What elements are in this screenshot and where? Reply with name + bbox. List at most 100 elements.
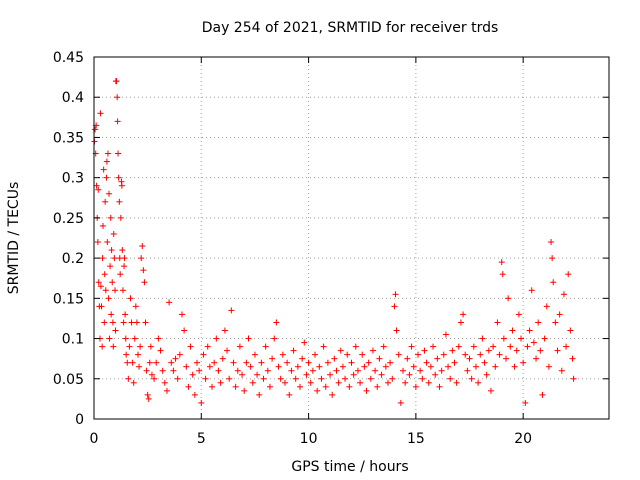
data-point (206, 363, 213, 370)
data-point (570, 375, 577, 382)
data-point (288, 367, 295, 374)
plot-frame (93, 56, 610, 420)
data-point (382, 363, 389, 370)
data-point (314, 387, 321, 394)
data-point (352, 343, 359, 350)
data-point (449, 347, 456, 354)
data-point (556, 311, 563, 318)
data-point (219, 355, 226, 362)
data-point (139, 243, 146, 250)
data-point (117, 214, 124, 221)
data-point (387, 359, 394, 366)
data-point (166, 299, 173, 306)
data-point (143, 367, 150, 374)
axis-ticks: 0 5 10 15 20 0 0.05 0.1 0.15 0.2 0.25 0.3 0.35 0.4 0.4… (53, 50, 609, 447)
data-point (260, 375, 267, 382)
data-point (445, 363, 452, 370)
data-point (109, 279, 116, 286)
data-point (477, 351, 484, 358)
data-point (266, 383, 273, 390)
data-point (503, 355, 509, 362)
data-point (112, 287, 119, 294)
data-point (549, 255, 556, 262)
data-point (185, 383, 192, 390)
data-point (505, 295, 512, 302)
data-point (558, 367, 565, 374)
data-point (339, 363, 346, 370)
y-tick-label: 0.35 (53, 130, 84, 146)
data-point (275, 363, 282, 370)
data-point (457, 319, 464, 326)
data-point (102, 287, 109, 294)
data-point (117, 271, 124, 278)
data-point (479, 335, 486, 342)
data-point (530, 339, 537, 346)
data-point (490, 343, 497, 350)
data-point (316, 363, 323, 370)
data-point (243, 359, 250, 366)
data-point (442, 331, 449, 338)
data-point (228, 307, 235, 314)
data-point (430, 343, 437, 350)
data-point (247, 363, 254, 370)
x-tick-label: 10 (300, 431, 318, 447)
data-point (389, 375, 396, 382)
data-point (541, 335, 548, 342)
data-point (470, 343, 477, 350)
data-point (128, 319, 135, 326)
data-point (103, 158, 110, 165)
data-point (99, 343, 106, 350)
data-point (466, 355, 473, 362)
data-point (211, 359, 218, 366)
data-point (112, 327, 119, 334)
data-point (234, 367, 241, 374)
data-point (119, 247, 126, 254)
data-point (204, 343, 211, 350)
x-tick-label: 0 (90, 431, 99, 447)
data-point (136, 363, 143, 370)
data-point (548, 239, 555, 246)
data-point (256, 391, 263, 398)
data-point (524, 343, 531, 350)
y-tick-label: 0.3 (62, 171, 84, 187)
data-point (120, 319, 127, 326)
data-point (404, 355, 411, 362)
data-point (114, 94, 121, 101)
data-point (305, 359, 312, 366)
data-point (307, 379, 314, 386)
data-point (209, 383, 216, 390)
data-point (348, 359, 355, 366)
data-point (155, 335, 162, 342)
data-point (408, 343, 415, 350)
data-point (258, 359, 265, 366)
data-point (333, 367, 340, 374)
data-point (395, 351, 402, 358)
data-point (122, 335, 129, 342)
data-point (273, 319, 280, 326)
data-point (159, 367, 166, 374)
data-point (520, 359, 527, 366)
data-point (151, 375, 158, 382)
data-point (419, 375, 426, 382)
data-point (301, 339, 308, 346)
data-point (509, 327, 516, 334)
data-point (374, 383, 381, 390)
data-point (271, 335, 278, 342)
data-point (436, 383, 443, 390)
data-point (125, 375, 132, 382)
data-point (567, 327, 574, 334)
data-point (425, 379, 432, 386)
data-point (292, 375, 299, 382)
data-point (500, 335, 507, 342)
data-point (108, 311, 115, 318)
data-point (133, 319, 140, 326)
data-point (380, 343, 387, 350)
data-point (475, 379, 482, 386)
data-point (224, 347, 231, 354)
data-point (113, 78, 120, 85)
data-point (400, 367, 406, 374)
data-point (176, 351, 183, 358)
data-point (464, 367, 471, 374)
data-point (518, 335, 525, 342)
